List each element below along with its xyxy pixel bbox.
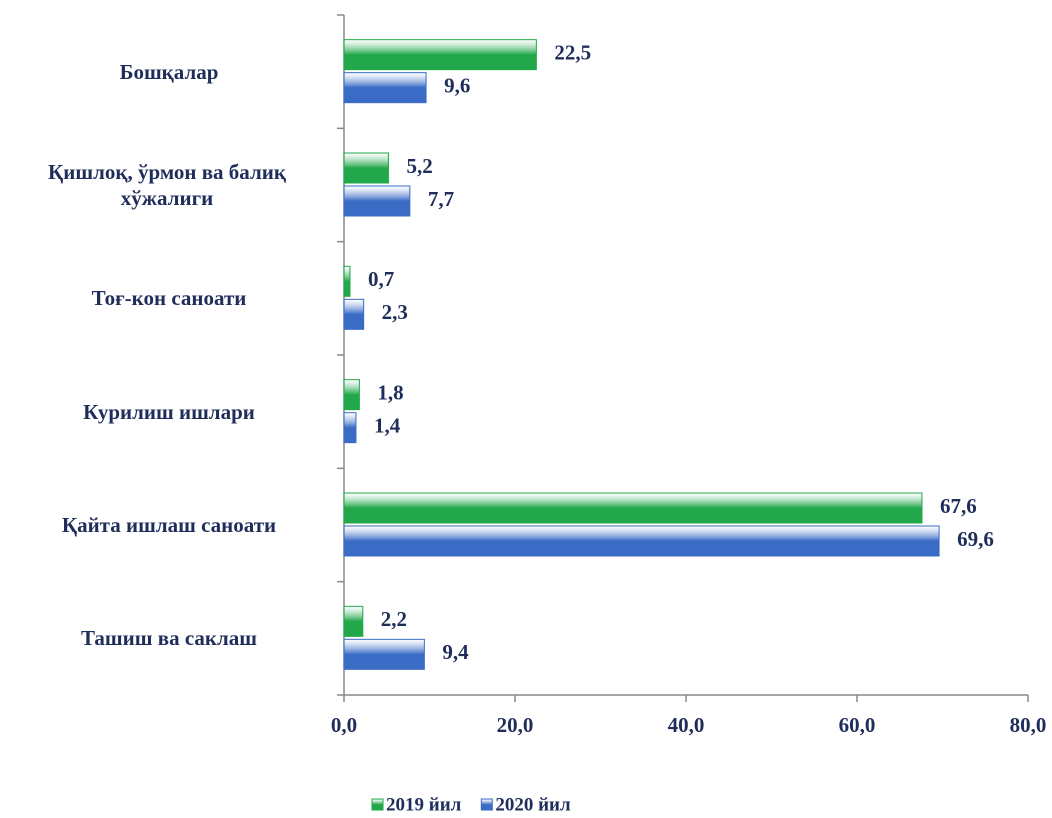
category-label: Қишлоқ, ўрмон ва балиқ хўжалиги xyxy=(48,160,286,210)
data-label: 5,2 xyxy=(406,154,432,178)
bar xyxy=(343,298,365,330)
bar xyxy=(343,152,389,184)
x-tick-label: 40,0 xyxy=(668,713,705,737)
category-label: Бошқалар xyxy=(119,59,219,84)
legend-label: 2020 йил xyxy=(495,794,571,815)
bar xyxy=(343,39,537,71)
data-label: 0,7 xyxy=(368,267,394,291)
bar xyxy=(343,412,357,444)
data-label: 1,8 xyxy=(377,380,403,404)
data-label: 2,2 xyxy=(381,607,407,631)
x-tick-label: 20,0 xyxy=(497,713,534,737)
bar xyxy=(343,379,360,411)
category-label: Қайта ишлаш саноати xyxy=(61,513,277,537)
data-label: 7,7 xyxy=(428,187,454,211)
bar xyxy=(343,605,364,637)
legend-swatch xyxy=(371,798,384,811)
data-label: 9,6 xyxy=(444,73,470,97)
category-label: Ташиш ва саклаш xyxy=(80,626,258,651)
data-label: 9,4 xyxy=(442,640,469,664)
x-tick-label: 60,0 xyxy=(839,713,876,737)
data-label: 1,4 xyxy=(374,413,401,437)
bar xyxy=(343,638,425,670)
bar xyxy=(343,265,351,297)
data-label: 22,5 xyxy=(554,40,591,64)
bar xyxy=(343,525,940,557)
x-tick-label: 80,0 xyxy=(1010,713,1047,737)
x-tick-label: 0,0 xyxy=(331,713,357,737)
category-label: Курилиш ишлари xyxy=(83,399,255,424)
category-label: Тоғ-кон саноати xyxy=(91,286,247,311)
legend-swatch xyxy=(480,798,493,811)
bar xyxy=(343,185,411,217)
legend-label: 2019 йил xyxy=(386,794,462,815)
bar xyxy=(343,492,923,524)
data-label: 2,3 xyxy=(382,300,408,324)
data-label: 69,6 xyxy=(957,527,994,551)
data-label: 67,6 xyxy=(940,494,977,518)
bar xyxy=(343,72,427,104)
